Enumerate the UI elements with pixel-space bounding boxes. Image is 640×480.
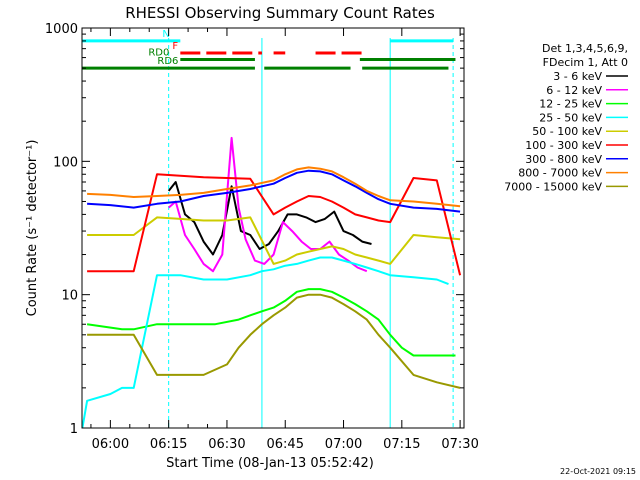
legend: Det 1,3,4,5,6,9,FDecim 1, Att 03 - 6 keV… [504, 42, 628, 193]
series-line [167, 181, 372, 256]
x-axis: 06:00 06:15 06:30 06:45 07:00 07:15 07:30 [90, 28, 479, 452]
x-tick-label: 06:30 [208, 437, 245, 452]
series-line [87, 166, 461, 208]
x-tick-label: 06:45 [267, 437, 304, 452]
legend-entry-label: 50 - 100 keV [532, 125, 602, 138]
series-line [81, 256, 449, 429]
legend-entry-label: 300 - 800 keV [525, 153, 602, 166]
legend-entry-label: 25 - 50 keV [539, 111, 602, 124]
legend-entry-label: 7000 - 15000 keV [504, 180, 602, 193]
y-tick-label: 10 [61, 289, 78, 304]
y-axis-label: Count Rate (s⁻¹ detector⁻¹) [25, 140, 40, 317]
flag-label: RD6 [157, 56, 178, 67]
x-tick-label: 06:15 [150, 437, 187, 452]
series-line [87, 169, 461, 213]
x-axis-label: Start Time (08-Jan-13 05:52:42) [166, 456, 374, 471]
legend-entry-label: 800 - 7000 keV [518, 167, 602, 180]
y-tick-label: 1 [70, 422, 78, 437]
legend-entry-label: 12 - 25 keV [539, 98, 602, 111]
legend-entry-label: 6 - 12 keV [546, 84, 602, 97]
flag-label: F [172, 41, 178, 52]
chart-title: RHESSI Observing Summary Count Rates [125, 4, 435, 22]
legend-entry-label: 3 - 6 keV [553, 70, 602, 83]
legend-header-line: Det 1,3,4,5,6,9, [542, 42, 628, 55]
series-line [87, 216, 461, 265]
plot-frame [81, 27, 465, 429]
y-tick-label: 1000 [45, 22, 78, 37]
flag-label: RD0 [148, 48, 169, 59]
x-tick-label: 07:00 [325, 437, 362, 452]
x-tick-label: 06:00 [92, 437, 129, 452]
series-line [87, 293, 461, 389]
series-line [87, 173, 462, 276]
footer-timestamp: 22-Oct-2021 09:15 [560, 467, 636, 476]
series-line [86, 288, 456, 357]
x-tick-label: 07:30 [441, 437, 478, 452]
y-axis: 1 10 100 1000 [45, 22, 464, 437]
y-tick-label: 100 [53, 155, 78, 170]
legend-header-line: FDecim 1, Att 0 [543, 56, 628, 69]
x-tick-label: 07:15 [383, 437, 420, 452]
flag-label: N [162, 29, 169, 40]
legend-entry-label: 100 - 300 keV [525, 139, 602, 152]
